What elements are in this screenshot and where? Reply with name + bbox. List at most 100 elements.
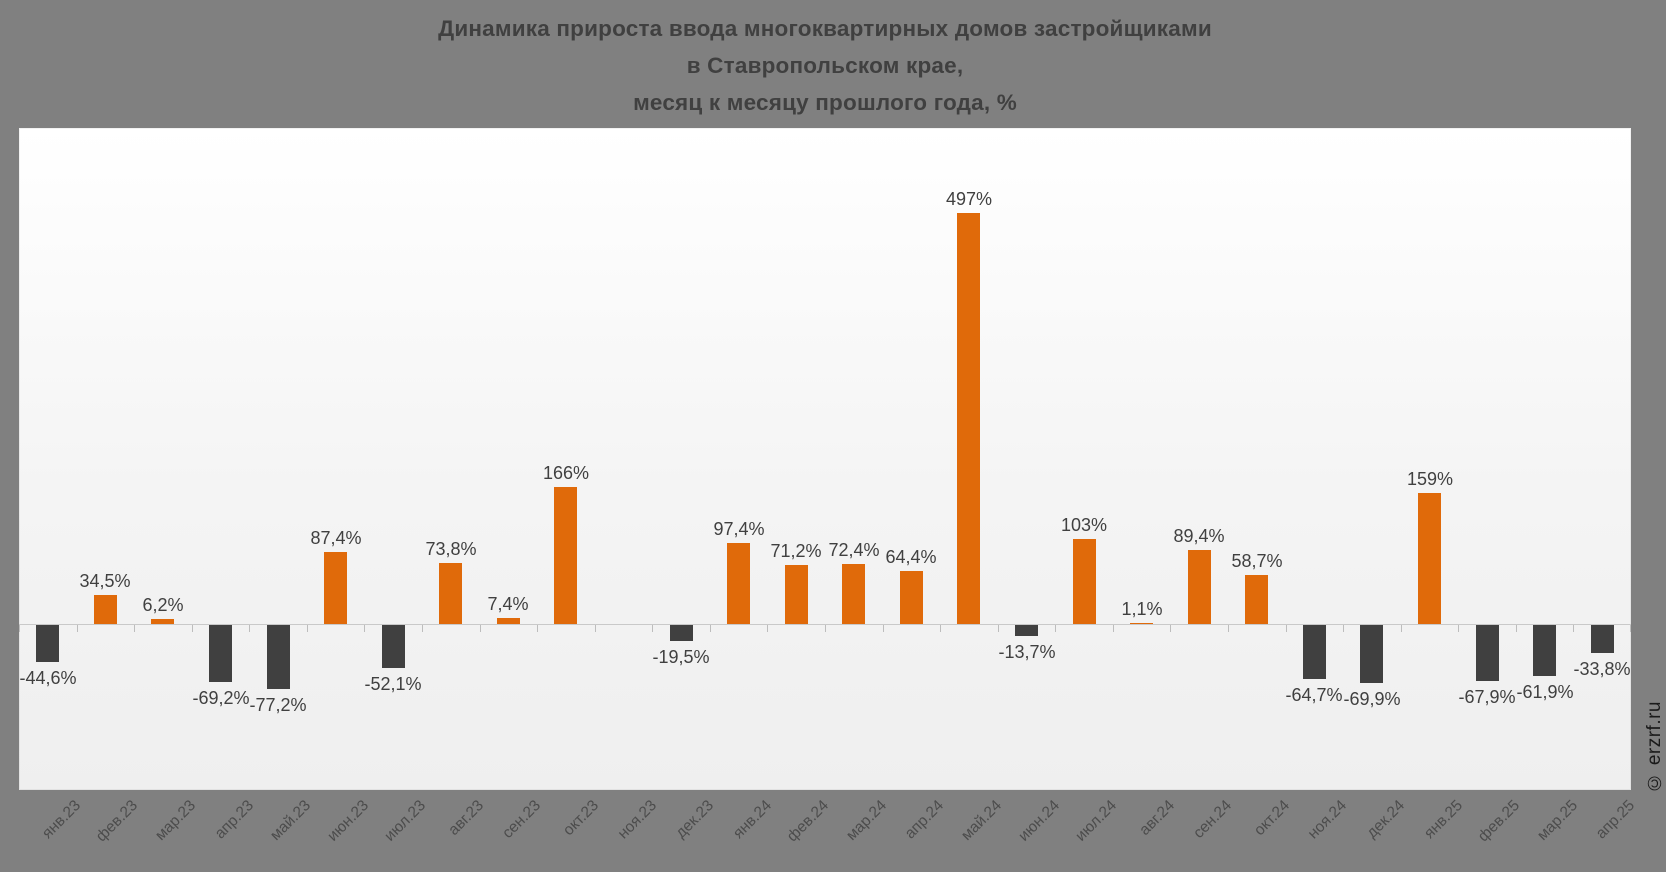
x-axis-label-окт.24: окт.24: [1250, 797, 1294, 840]
x-axis-label-ноя.23: ноя.23: [614, 797, 661, 843]
bar-value-label: -77,2%: [249, 695, 307, 715]
x-axis-tick: [364, 625, 365, 632]
x-axis-tick: [249, 625, 250, 632]
x-axis-tick: [1113, 625, 1114, 632]
bar-май.24: [957, 213, 980, 624]
x-axis-tick: [1170, 625, 1171, 632]
bar-value-label: 166%: [542, 463, 590, 483]
x-axis-label-сен.23: сен.23: [499, 797, 545, 842]
x-axis-label-дек.23: дек.23: [672, 797, 718, 842]
bar-мар.25: [1533, 625, 1556, 676]
bar-окт.23: [554, 487, 577, 624]
bar-value-label: 58,7%: [1231, 551, 1283, 571]
x-axis-tick: [192, 625, 193, 632]
bar-авг.23: [439, 563, 462, 624]
bar-июл.23: [382, 625, 405, 668]
x-axis-tick: [1516, 625, 1517, 632]
bar-янв.24: [727, 543, 750, 624]
bar-апр.25: [1591, 625, 1614, 653]
bar-value-label: -69,2%: [192, 688, 250, 708]
x-axis-tick: [77, 625, 78, 632]
chart-title-line-2: в Ставропольском крае,: [686, 53, 964, 78]
bar-value-label: 87,4%: [310, 528, 362, 548]
bar-май.23: [267, 625, 290, 689]
bar-value-label: -69,9%: [1343, 689, 1401, 709]
x-axis-tick: [1228, 625, 1229, 632]
x-axis-tick: [1286, 625, 1287, 632]
x-axis-tick: [307, 625, 308, 632]
x-axis-label-мар.25: мар.25: [1534, 797, 1582, 844]
bar-value-label: -44,6%: [19, 668, 77, 688]
x-axis-label-фев.23: фев.23: [92, 797, 142, 846]
bar-дек.23: [670, 625, 693, 641]
bar-мар.24: [842, 564, 865, 624]
bar-фев.24: [785, 565, 808, 624]
bar-янв.25: [1418, 493, 1441, 624]
x-axis-line: [19, 624, 1631, 625]
x-axis-tick: [19, 625, 20, 632]
x-axis-tick: [767, 625, 768, 632]
bar-апр.24: [900, 571, 923, 624]
x-axis-label-июн.24: июн.24: [1015, 797, 1064, 845]
x-axis-label-апр.25: апр.25: [1592, 797, 1639, 843]
bar-янв.23: [36, 625, 59, 662]
watermark-source: © erzrf.ru: [1644, 700, 1665, 792]
plot-area: -44,6% 34,5% 6,2% -69,2% -77,2% 87,4% -52,1% 73…: [19, 128, 1631, 790]
x-axis-label-мар.24: мар.24: [843, 797, 891, 844]
x-axis-tick: [710, 625, 711, 632]
x-axis-label-сен.24: сен.24: [1190, 797, 1236, 842]
x-axis-label-июн.23: июн.23: [324, 797, 373, 845]
x-axis-label-ноя.24: ноя.24: [1304, 797, 1351, 843]
x-axis-label-янв.23: янв.23: [38, 797, 85, 843]
bar-сен.24: [1188, 550, 1211, 624]
x-axis-label-окт.23: окт.23: [559, 797, 603, 840]
bar-апр.23: [209, 625, 232, 682]
x-axis-tick: [422, 625, 423, 632]
x-axis-tick: [940, 625, 941, 632]
x-axis-label-дек.24: дек.24: [1363, 797, 1409, 842]
bar-value-label: 89,4%: [1173, 526, 1225, 546]
chart-title-line-3: месяц к месяцу прошлого года, %: [633, 90, 1017, 115]
x-axis-label-июл.23: июл.23: [381, 797, 430, 845]
bar-июн.23: [324, 552, 347, 624]
chart-title-line-1: Динамика прироста ввода многоквартирных …: [438, 16, 1212, 41]
bar-ноя.24: [1303, 625, 1326, 679]
bar-окт.24: [1245, 575, 1268, 624]
bar-value-label: 1,1%: [1121, 599, 1163, 619]
bar-фев.23: [94, 595, 117, 624]
bar-value-label: -19,5%: [652, 647, 710, 667]
x-axis-label-июл.24: июл.24: [1072, 797, 1121, 845]
bar-value-label: -64,7%: [1285, 685, 1343, 705]
x-axis-label-апр.24: апр.24: [901, 797, 948, 843]
x-axis-tick: [652, 625, 653, 632]
x-axis-tick: [1401, 625, 1402, 632]
bar-мар.23: [151, 619, 174, 624]
bar-value-label: 72,4%: [828, 540, 880, 560]
x-axis-tick: [1573, 625, 1574, 632]
bar-сен.23: [497, 618, 520, 624]
x-axis-label-фев.24: фев.24: [783, 797, 833, 846]
bar-value-label: -13,7%: [998, 642, 1056, 662]
bar-июл.24: [1073, 539, 1096, 624]
x-axis-tick: [998, 625, 999, 632]
x-axis-label-авг.24: авг.24: [1136, 797, 1179, 839]
x-axis-tick: [537, 625, 538, 632]
x-axis-label-авг.23: авг.23: [445, 797, 488, 839]
bar-value-label: -52,1%: [364, 674, 422, 694]
x-axis-label-май.23: май.23: [267, 797, 315, 845]
bar-value-label: 71,2%: [770, 541, 822, 561]
bar-value-label: 34,5%: [79, 571, 131, 591]
x-axis-label-мар.23: мар.23: [152, 797, 200, 844]
x-axis-label-фев.25: фев.25: [1474, 797, 1524, 846]
bar-value-label: 97,4%: [713, 519, 765, 539]
x-axis-tick: [595, 625, 596, 632]
bar-value-label: 7,4%: [487, 594, 529, 614]
bar-авг.24: [1130, 623, 1153, 624]
bar-value-label: 64,4%: [885, 547, 937, 567]
bar-value-label: -61,9%: [1516, 682, 1574, 702]
bar-value-label: 497%: [945, 189, 993, 209]
x-axis-tick: [1458, 625, 1459, 632]
x-axis-label-май.24: май.24: [958, 797, 1006, 845]
bar-value-label: -67,9%: [1458, 687, 1516, 707]
